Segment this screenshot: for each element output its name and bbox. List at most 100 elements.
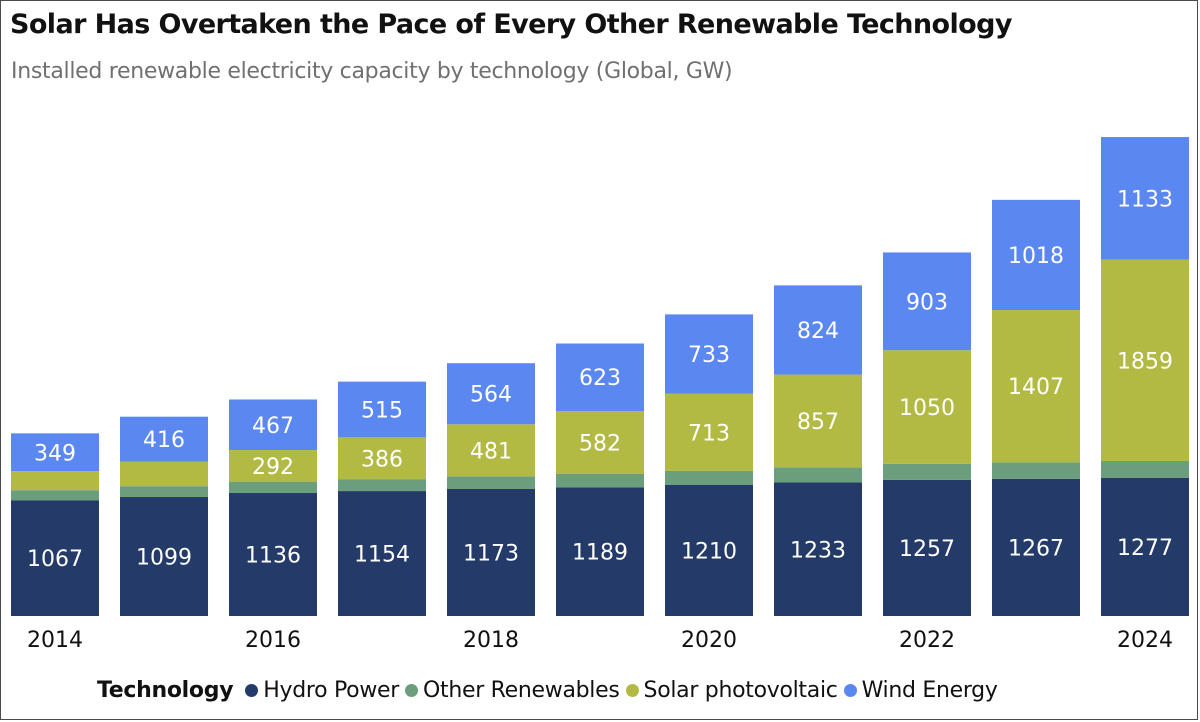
bar-wind-energy-2022[interactable] <box>883 252 971 351</box>
bar-wind-energy-2015[interactable] <box>120 416 208 462</box>
data-label-wind-energy-2023: 1018 <box>1008 244 1064 269</box>
data-label-solar-photovoltaic-2023: 1407 <box>1008 375 1064 400</box>
bar-solar-photovoltaic-2023[interactable] <box>992 310 1080 463</box>
bar-hydro-power-2016[interactable] <box>229 493 317 616</box>
data-label-wind-energy-2016: 467 <box>252 414 294 439</box>
bar-wind-energy-2014[interactable] <box>11 433 99 472</box>
bar-hydro-power-2018[interactable] <box>447 489 535 616</box>
data-label-hydro-power-2024: 1277 <box>1117 536 1173 561</box>
bar-hydro-power-2017[interactable] <box>338 491 426 616</box>
bar-other-renewables-2015[interactable] <box>120 486 208 498</box>
bar-labels-group: 1067 349 1099 416 1136 292 467 1154 386 515 1173 48… <box>27 187 1173 572</box>
bar-other-renewables-2020[interactable] <box>665 470 753 486</box>
x-tick-label-2022: 2022 <box>899 628 955 653</box>
data-label-hydro-power-2018: 1173 <box>463 542 519 567</box>
bar-wind-energy-2021[interactable] <box>774 285 862 375</box>
data-label-solar-photovoltaic-2021: 857 <box>797 410 839 435</box>
data-label-hydro-power-2022: 1257 <box>899 537 955 562</box>
bar-solar-photovoltaic-2024[interactable] <box>1101 259 1189 461</box>
bar-hydro-power-2024[interactable] <box>1101 477 1189 616</box>
data-label-solar-photovoltaic-2018: 481 <box>470 439 512 464</box>
bar-solar-photovoltaic-2016[interactable] <box>229 450 317 482</box>
x-tick-label-2016: 2016 <box>245 628 301 653</box>
legend-item-solar-photovoltaic[interactable]: Solar photovoltaic <box>625 677 838 703</box>
bar-other-renewables-2023[interactable] <box>992 462 1080 479</box>
bar-hydro-power-2021[interactable] <box>774 482 862 616</box>
data-label-solar-photovoltaic-2024: 1859 <box>1117 349 1173 374</box>
data-label-wind-energy-2017: 515 <box>361 398 403 423</box>
bar-other-renewables-2019[interactable] <box>556 473 644 488</box>
data-label-wind-energy-2015: 416 <box>143 428 185 453</box>
bar-wind-energy-2016[interactable] <box>229 399 317 451</box>
data-label-solar-photovoltaic-2020: 713 <box>688 421 730 446</box>
bar-wind-energy-2018[interactable] <box>447 363 535 425</box>
x-axis-ticks: 2014 2016 2018 2020 2022 2024 <box>27 628 1173 653</box>
bar-solar-photovoltaic-2021[interactable] <box>774 374 862 468</box>
data-label-hydro-power-2023: 1267 <box>1008 536 1064 561</box>
data-label-solar-photovoltaic-2019: 582 <box>579 431 621 456</box>
bar-hydro-power-2019[interactable] <box>556 487 644 616</box>
bar-wind-energy-2023[interactable] <box>992 199 1080 311</box>
bar-other-renewables-2024[interactable] <box>1101 460 1189 478</box>
data-label-hydro-power-2016: 1136 <box>245 544 301 569</box>
bar-hydro-power-2022[interactable] <box>883 479 971 616</box>
x-tick-label-2024: 2024 <box>1117 628 1173 653</box>
other-renewables-swatch-icon <box>405 683 418 697</box>
data-label-hydro-power-2014: 1067 <box>27 547 83 572</box>
data-label-wind-energy-2018: 564 <box>470 383 512 408</box>
bars-group <box>11 137 1189 616</box>
legend-label-solar-photovoltaic: Solar photovoltaic <box>643 677 838 703</box>
data-label-hydro-power-2021: 1233 <box>790 538 846 563</box>
bar-wind-energy-2017[interactable] <box>338 381 426 438</box>
bar-other-renewables-2016[interactable] <box>229 481 317 494</box>
data-label-solar-photovoltaic-2022: 1050 <box>899 396 955 421</box>
x-tick-label-2018: 2018 <box>463 628 519 653</box>
legend-label-wind-energy: Wind Energy <box>861 677 998 703</box>
bar-hydro-power-2014[interactable] <box>11 500 99 616</box>
legend-label-other-renewables: Other Renewables <box>423 677 620 703</box>
data-label-wind-energy-2014: 349 <box>34 441 76 466</box>
data-label-wind-energy-2019: 623 <box>579 366 621 391</box>
bar-solar-photovoltaic-2015[interactable] <box>120 461 208 487</box>
data-label-hydro-power-2020: 1210 <box>681 540 737 565</box>
bar-hydro-power-2015[interactable] <box>120 497 208 616</box>
chart-title: Solar Has Overtaken the Pace of Every Ot… <box>10 9 1012 40</box>
data-label-hydro-power-2015: 1099 <box>136 546 192 571</box>
bar-hydro-power-2020[interactable] <box>665 485 753 616</box>
legend-item-hydro-power[interactable]: Hydro Power <box>245 678 399 703</box>
bar-other-renewables-2014[interactable] <box>11 490 99 501</box>
data-label-wind-energy-2022: 903 <box>906 290 948 315</box>
bar-other-renewables-2022[interactable] <box>883 463 971 480</box>
bar-hydro-power-2023[interactable] <box>992 478 1080 616</box>
data-label-solar-photovoltaic-2017: 386 <box>361 447 403 472</box>
bar-solar-photovoltaic-2017[interactable] <box>338 437 426 480</box>
bar-wind-energy-2020[interactable] <box>665 314 753 394</box>
legend: Technology Hydro Power Other Renewables … <box>97 673 1004 707</box>
data-label-hydro-power-2019: 1189 <box>572 541 628 566</box>
data-label-wind-energy-2021: 824 <box>797 319 839 344</box>
bar-solar-photovoltaic-2019[interactable] <box>556 410 644 474</box>
bar-other-renewables-2017[interactable] <box>338 479 426 492</box>
bar-wind-energy-2024[interactable] <box>1101 137 1189 260</box>
bar-solar-photovoltaic-2020[interactable] <box>665 393 753 471</box>
solar-photovoltaic-swatch-icon <box>625 683 639 697</box>
legend-item-wind-energy[interactable]: Wind Energy <box>843 677 998 703</box>
bar-other-renewables-2021[interactable] <box>774 467 862 483</box>
data-label-hydro-power-2017: 1154 <box>354 543 410 568</box>
legend-title: Technology <box>97 677 234 703</box>
legend-item-other-renewables[interactable]: Other Renewables <box>405 678 620 703</box>
bar-solar-photovoltaic-2018[interactable] <box>447 424 535 477</box>
data-label-solar-photovoltaic-2016: 292 <box>252 455 294 480</box>
bar-other-renewables-2018[interactable] <box>447 476 535 490</box>
wind-energy-swatch-icon <box>843 683 857 697</box>
hydro-power-swatch-icon <box>245 683 259 697</box>
data-label-wind-energy-2020: 733 <box>688 343 730 368</box>
bar-wind-energy-2019[interactable] <box>556 343 644 411</box>
bar-solar-photovoltaic-2022[interactable] <box>883 350 971 464</box>
data-label-wind-energy-2024: 1133 <box>1117 187 1173 212</box>
x-tick-label-2014: 2014 <box>27 628 83 653</box>
bar-solar-photovoltaic-2014[interactable] <box>11 471 99 491</box>
x-tick-label-2020: 2020 <box>681 628 737 653</box>
